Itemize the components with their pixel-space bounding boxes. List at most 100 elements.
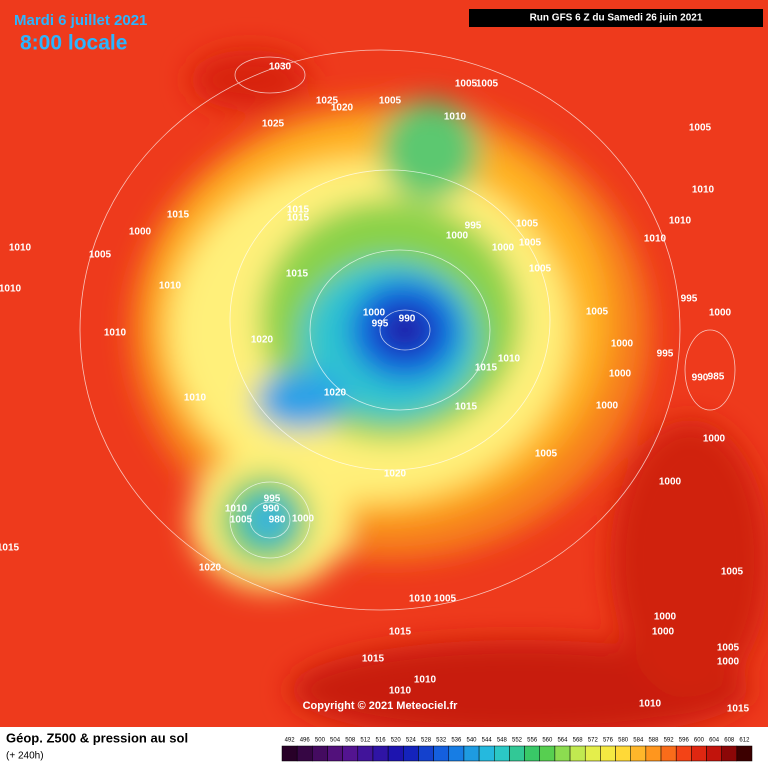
isobar-label: 1015 (475, 363, 498, 374)
isobar-label: 1020 (251, 335, 274, 346)
isobar-label: 995 (465, 221, 482, 232)
isobar-label: 990 (263, 504, 280, 515)
scale-swatch (387, 745, 404, 762)
scale-label: 576 (603, 738, 614, 744)
scale-label: 572 (588, 738, 599, 744)
isobar-label: 1000 (596, 401, 619, 412)
isobar-label: 1020 (324, 388, 347, 399)
isobar-label: 1020 (331, 103, 354, 114)
isobar-label: 1010 (225, 504, 248, 515)
scale-swatch (615, 745, 631, 762)
scale-label: 508 (345, 738, 356, 744)
isobar-label: 1005 (721, 567, 744, 578)
isobar-label: 990 (692, 373, 709, 384)
isobar-label: 1015 (455, 402, 478, 413)
scale-label: 500 (315, 738, 326, 744)
isobar-label: 1015 (287, 213, 310, 224)
run-info: Run GFS 6 Z du Samedi 26 juin 2021 (530, 13, 703, 24)
scale-label: 504 (330, 738, 341, 744)
isobar-label: 1025 (262, 119, 285, 130)
scale-swatch (645, 745, 662, 762)
scale-swatch (478, 745, 495, 762)
isobar-label: 995 (681, 294, 698, 305)
isobar-label: 1015 (167, 210, 190, 221)
isobar-label: 1010 (669, 216, 692, 227)
scale-label: 536 (451, 738, 462, 744)
isobar-label: 1000 (611, 339, 634, 350)
scale-label: 492 (285, 738, 296, 744)
isobar-label: 1005 (89, 250, 112, 261)
isobar-label: 1025 (316, 96, 339, 107)
isobar-label: 985 (708, 372, 725, 383)
scale-label: 608 (724, 738, 735, 744)
legend-lead: (+ 240h) (6, 751, 44, 762)
scale-swatch (403, 745, 419, 762)
isobar-label: 1000 (129, 227, 152, 238)
scale-swatch (706, 745, 722, 762)
isobar-label: 995 (372, 319, 389, 330)
scale-swatch (600, 745, 616, 762)
scale-label: 520 (391, 738, 402, 744)
scale-label: 588 (648, 738, 659, 744)
isobar-label: 1010 (159, 281, 182, 292)
scale-swatch (630, 745, 647, 762)
scale-swatch (342, 745, 359, 762)
isobar-label: 1005 (476, 79, 499, 90)
legend-title: Géop. Z500 & pression au sol (6, 730, 188, 745)
isobar-label: 1000 (659, 477, 682, 488)
scale-label: 592 (664, 738, 675, 744)
scale-label: 532 (436, 738, 447, 744)
isobar-label: 1005 (519, 238, 542, 249)
scale-label: 596 (679, 738, 690, 744)
scale-label: 612 (739, 738, 750, 744)
run-banner (469, 9, 763, 27)
geopotential-field (130, 50, 768, 740)
isobar-label: 1015 (362, 654, 385, 665)
scale-label: 512 (360, 738, 371, 744)
scale-swatch (736, 745, 753, 762)
scale-swatch (539, 745, 556, 762)
isobar-label: 1005 (455, 79, 478, 90)
scale-label: 552 (512, 738, 523, 744)
scale-swatch (509, 745, 525, 762)
isobar-label: 1005 (689, 123, 712, 134)
scale-label: 560 (542, 738, 553, 744)
isobar-label: 995 (657, 349, 674, 360)
isobar-label: 1010 (692, 185, 715, 196)
scale-swatch (448, 745, 465, 762)
isobar-label: 1015 (286, 269, 309, 280)
scale-label: 516 (376, 738, 387, 744)
isobar-label: 1005 (516, 219, 539, 230)
isobar-label: 1020 (199, 563, 222, 574)
isobar-label: 1000 (446, 231, 469, 242)
isobar-label: 995 (264, 494, 281, 505)
isobar-label: 1005 (535, 449, 558, 460)
isobar-label: 1010 (414, 675, 437, 686)
copyright: Copyright © 2021 Meteociel.fr (303, 700, 459, 712)
scale-swatch (296, 745, 313, 762)
scale-swatch (569, 745, 586, 762)
scale-label: 580 (618, 738, 629, 744)
scale-swatch (433, 745, 450, 762)
isobar-label: 1005 (717, 643, 740, 654)
scale-label: 528 (421, 738, 432, 744)
isobar-label: 1005 (434, 594, 457, 605)
forecast-time: 8:00 locale (20, 32, 127, 55)
scale-swatch (660, 745, 677, 762)
isobar-label: 1000 (652, 627, 675, 638)
isobar-label: 1010 (644, 234, 667, 245)
isobar-label: 1015 (0, 543, 20, 554)
scale-label: 556 (527, 738, 538, 744)
isobar-label: 1010 (184, 393, 207, 404)
isobar-label: 1000 (492, 243, 515, 254)
isobar-label: 1020 (384, 469, 407, 480)
isobar-label: 1000 (717, 657, 740, 668)
isobar-label: 1000 (363, 308, 386, 319)
scale-swatch (494, 745, 510, 762)
isobar-label: 1010 (409, 594, 432, 605)
scale-label: 564 (557, 738, 568, 744)
isobar-label: 1000 (654, 612, 677, 623)
scale-swatch (721, 745, 738, 762)
